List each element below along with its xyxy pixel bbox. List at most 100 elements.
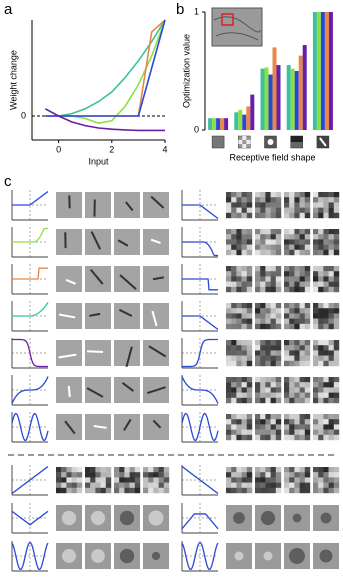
tile-pixel (231, 229, 237, 235)
tile-pixel (328, 313, 334, 319)
tile-pixel (284, 477, 290, 483)
tile-pixel (294, 429, 300, 435)
tile-pixel (231, 467, 237, 473)
tile-pixel (71, 477, 77, 483)
tile-pixel (299, 318, 305, 324)
tile-pixel (275, 392, 282, 398)
tile-pixel (231, 234, 237, 240)
tile-pixel (333, 318, 340, 324)
tile-edge (147, 386, 166, 395)
tile-pixel (236, 419, 242, 425)
tile-pixel (143, 482, 149, 488)
tile-pixel (270, 308, 276, 314)
tile-pixel (265, 249, 271, 256)
tile-pixel (289, 202, 295, 208)
bar (220, 118, 225, 130)
tile-pixel (284, 424, 290, 430)
tile-pixel (270, 276, 276, 282)
bar (324, 12, 329, 130)
tile-pixel (231, 387, 237, 393)
tile-pixel (241, 197, 247, 203)
tile-pixel (323, 355, 329, 361)
tile-pixel (105, 487, 112, 494)
tile-pixel (294, 392, 300, 398)
tile-pixel (275, 487, 282, 494)
tile-edge (58, 313, 76, 319)
tile-pixel (275, 323, 282, 330)
tile-pixel (100, 477, 106, 483)
tile-pixel (241, 429, 247, 435)
tile-pixel (289, 482, 295, 488)
bar (208, 118, 213, 130)
mini-curve (182, 315, 219, 331)
tile-pixel (318, 229, 324, 235)
tile-pixel (241, 340, 247, 346)
tile-pixel (148, 472, 154, 478)
tile-pixel (299, 286, 305, 293)
tile-pixel (333, 350, 340, 356)
tile-pixel (299, 477, 305, 483)
x-tick-label: 4 (162, 144, 167, 154)
tile-pixel (241, 286, 247, 293)
tile-pixel (313, 276, 319, 282)
panel-label: a (4, 1, 13, 18)
icon-part (242, 136, 247, 140)
y-label: Optimization value (181, 34, 191, 108)
tile-pixel (260, 313, 266, 319)
tile-pixel (275, 419, 282, 425)
tile-pixel (323, 192, 329, 198)
tile-pixel (284, 397, 290, 404)
mini-curve (11, 541, 49, 571)
tile-pixel (318, 244, 324, 250)
tile-pixel (265, 192, 271, 198)
tile-pixel (313, 318, 319, 324)
tile-pixel (66, 487, 72, 494)
tile-pixel (313, 340, 319, 346)
tile-pixel (333, 387, 340, 393)
tile-pixel (143, 477, 149, 483)
tile-pixel (299, 340, 305, 346)
tile-pixel (333, 276, 340, 282)
tile-pixel (304, 229, 311, 235)
tile-pixel (265, 281, 271, 287)
tile-pixel (95, 482, 101, 488)
tile-pixel (66, 472, 72, 478)
tile-pixel (328, 360, 334, 367)
tile-blob (320, 512, 332, 524)
tile-pixel (318, 202, 324, 208)
tile-pixel (241, 207, 247, 213)
tile-pixel (294, 355, 300, 361)
tile-pixel (323, 392, 329, 398)
tile-pixel (236, 244, 242, 250)
tile-pixel (323, 477, 329, 483)
tile-pixel (313, 360, 319, 367)
tile-pixel (119, 467, 125, 473)
tile-pixel (105, 472, 112, 478)
tile-pixel (284, 286, 290, 293)
tile-pixel (226, 387, 232, 393)
tile-pixel (299, 487, 305, 494)
tile-pixel (289, 397, 295, 404)
tile-pixel (226, 303, 232, 309)
tile-pixel (226, 266, 232, 272)
tile-pixel (241, 229, 247, 235)
tile-pixel (328, 318, 334, 324)
tile-blob (263, 551, 273, 561)
tile-pixel (333, 397, 340, 404)
tile-pixel (95, 467, 101, 473)
tile-pixel (241, 387, 247, 393)
tile-pixel (318, 487, 324, 494)
tile-pixel (318, 313, 324, 319)
tile-pixel (304, 472, 311, 478)
tile-pixel (241, 308, 247, 314)
tile-pixel (270, 244, 276, 250)
tile-pixel (241, 434, 247, 441)
tile-pixel (313, 281, 319, 287)
tile-pixel (255, 276, 261, 282)
tile-pixel (143, 467, 149, 473)
tile-pixel (333, 472, 340, 478)
tile-pixel (275, 429, 282, 435)
tile-pixel (275, 212, 282, 219)
tile-pixel (289, 244, 295, 250)
tile-blob (234, 551, 244, 561)
